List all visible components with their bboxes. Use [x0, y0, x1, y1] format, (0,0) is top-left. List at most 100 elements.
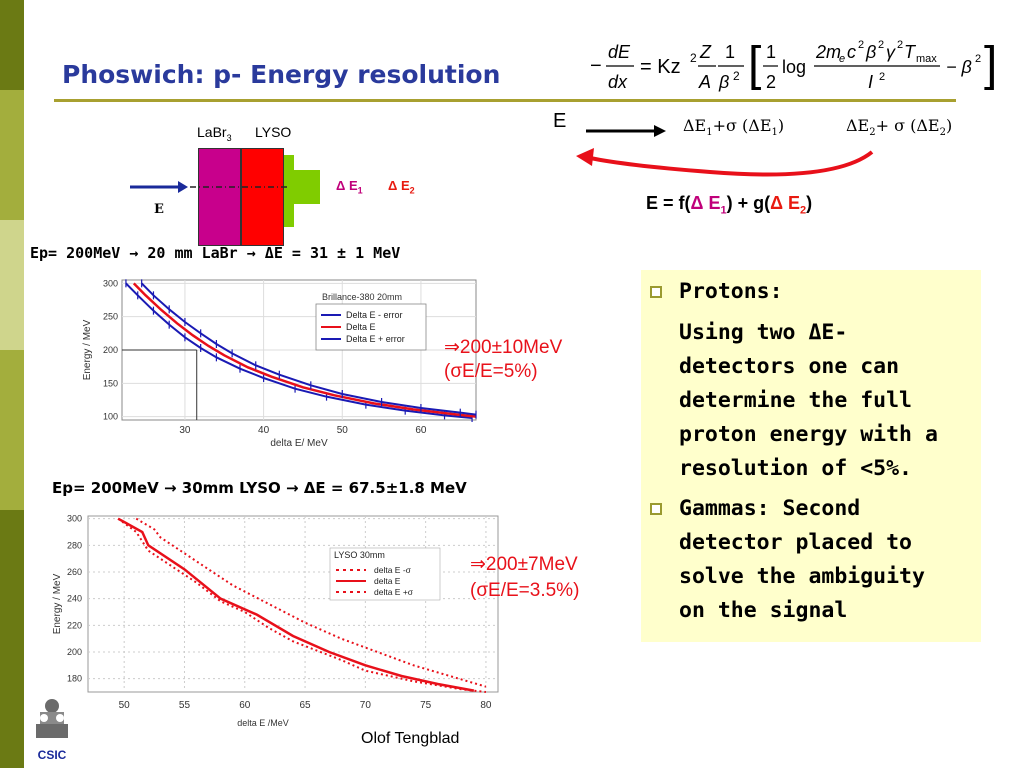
- frac2-den: β: [718, 72, 729, 92]
- legend-entry: Delta E + error: [346, 334, 405, 344]
- log-num: 2m: [815, 42, 841, 62]
- bracket-right: ]: [984, 38, 997, 91]
- bullet-line: Gammas: Second: [679, 496, 861, 521]
- author-name: Olof Tengblad: [361, 730, 460, 747]
- sidebar-band: [0, 220, 24, 350]
- bullet-box: Protons: Using two ΔE- detectors one can…: [641, 270, 981, 642]
- csic-emblem-icon: [36, 699, 68, 738]
- log-den: I: [868, 72, 873, 92]
- result-lyso-resolution: (σE/E=3.5%): [470, 580, 580, 601]
- x-tick-label: 50: [119, 700, 131, 711]
- bullet-line: determine the full: [679, 388, 912, 413]
- title-divider: [54, 99, 956, 102]
- lyso-crystal: [241, 148, 284, 246]
- sup-two: 2: [975, 53, 981, 65]
- log-num-beta: β: [865, 42, 876, 62]
- x-tick-label: 70: [360, 700, 372, 711]
- half-den: 2: [766, 72, 776, 92]
- y-tick-label: 150: [103, 378, 118, 388]
- csic-logo-text: CSIC: [37, 748, 67, 762]
- y-tick-label: 200: [103, 345, 118, 355]
- bullet-line: solve the ambiguity: [679, 564, 925, 589]
- bullet-line: detector placed to: [679, 530, 912, 555]
- x-tick-label: 60: [415, 425, 427, 436]
- labr-crystal: [198, 148, 241, 246]
- bullet-gammas-body: Gammas: Second detector placed to solve …: [679, 492, 925, 628]
- photodetector: [294, 170, 320, 204]
- y-tick-label: 100: [103, 412, 118, 422]
- x-axis-label: delta E/ MeV: [270, 438, 328, 449]
- bullet-line: proton energy with a: [679, 422, 938, 447]
- sup-two: 2: [858, 39, 864, 51]
- series-line: [117, 517, 487, 693]
- log-num-tmax: T: [904, 42, 917, 62]
- detector-diagram: LaBr3 LYSO E Δ E1 Δ E2: [120, 120, 440, 246]
- frac2-num: 1: [725, 42, 735, 62]
- result-labr-resolution: (σE/E=5%): [444, 361, 538, 382]
- x-tick-label: 40: [258, 425, 270, 436]
- y-tick-label: 220: [67, 620, 82, 630]
- legend-box: [329, 547, 441, 601]
- legend-entry: delta E +σ: [374, 587, 414, 597]
- result-lyso-value: ⇒200±7MeV: [470, 554, 578, 575]
- y-axis-label: Energy / MeV: [52, 573, 63, 634]
- x-tick-label: 60: [239, 700, 251, 711]
- x-tick-label: 75: [420, 700, 432, 711]
- bullet-line: on the signal: [679, 598, 848, 623]
- lyso-label: LYSO: [255, 124, 292, 140]
- log-num-sub: e: [839, 53, 845, 65]
- x-tick-label: 50: [337, 425, 349, 436]
- sidebar-band: [0, 0, 24, 90]
- legend-entry: delta E: [374, 576, 401, 586]
- series-line: [132, 282, 477, 418]
- formula-eq: = Kz: [640, 56, 681, 78]
- log-label: log: [782, 57, 806, 77]
- sidebar-band: [0, 90, 24, 220]
- log-num-c: c: [847, 42, 856, 62]
- sup-two: 2: [897, 39, 903, 51]
- minus-sign: −: [590, 55, 602, 77]
- bracket-left: [: [748, 38, 761, 91]
- formula-lhs-num: dE: [608, 42, 631, 62]
- formula-lhs-den: dx: [608, 72, 628, 92]
- bethe-bloch-formula: − dE dx = Kz 2 Z A 1 β 2 [ 1 2 log 2m e …: [588, 36, 998, 98]
- x-tick-label: 30: [179, 425, 191, 436]
- bullet-line: detectors one can: [679, 354, 900, 379]
- x-tick-label: 80: [480, 700, 492, 711]
- energy-equation: E = f(Δ E1) + g(Δ E2): [646, 193, 813, 217]
- sup-two: 2: [879, 71, 885, 83]
- de2-label: Δ E2: [388, 178, 415, 196]
- csic-logo: CSIC: [32, 696, 72, 762]
- y-tick-label: 260: [67, 567, 82, 577]
- legend-entry: Delta E - error: [346, 310, 403, 320]
- legend-entry: Delta E: [346, 322, 376, 332]
- legend-title: LYSO 30mm: [334, 550, 385, 560]
- sup-two: 2: [733, 69, 740, 83]
- flow-de1: ΔE1+σ (ΔE1): [683, 116, 785, 139]
- bullet-protons-body: Using two ΔE- detectors one can determin…: [679, 316, 938, 486]
- half-num: 1: [766, 42, 776, 62]
- minus-beta: − β: [946, 57, 972, 77]
- sidebar-band: [0, 510, 24, 768]
- tmax-sub: max: [916, 53, 937, 65]
- x-tick-label: 55: [179, 700, 191, 711]
- sup-two: 2: [878, 39, 884, 51]
- bullet-protons-head: Protons:: [679, 279, 783, 304]
- x-axis-label: delta E /MeV: [237, 718, 289, 728]
- flow-e-label: E: [553, 110, 567, 132]
- chart-lyso: 50 55 60 65 70 75 80 180 200 220 240 260 280 300 delta…: [52, 514, 499, 728]
- legend-entry: delta E -σ: [374, 565, 412, 575]
- series-line: [117, 517, 475, 692]
- legend-title: Brillance-380 20mm: [322, 292, 402, 302]
- y-tick-label: 250: [103, 312, 118, 322]
- result-labr: ⇒200±10MeV (σE/E=5%): [444, 336, 562, 384]
- flow-arrows: [576, 125, 874, 177]
- flow-de2: ΔE2+ σ (ΔE2): [846, 116, 953, 139]
- plot-area: [87, 515, 499, 693]
- y-tick-label: 300: [103, 278, 118, 288]
- y-axis-label: Energy / MeV: [82, 319, 93, 380]
- y-tick-label: 280: [67, 540, 82, 550]
- y-tick-label: 300: [67, 514, 82, 524]
- bullet-marker: [650, 503, 662, 515]
- x-tick-label: 65: [299, 700, 311, 711]
